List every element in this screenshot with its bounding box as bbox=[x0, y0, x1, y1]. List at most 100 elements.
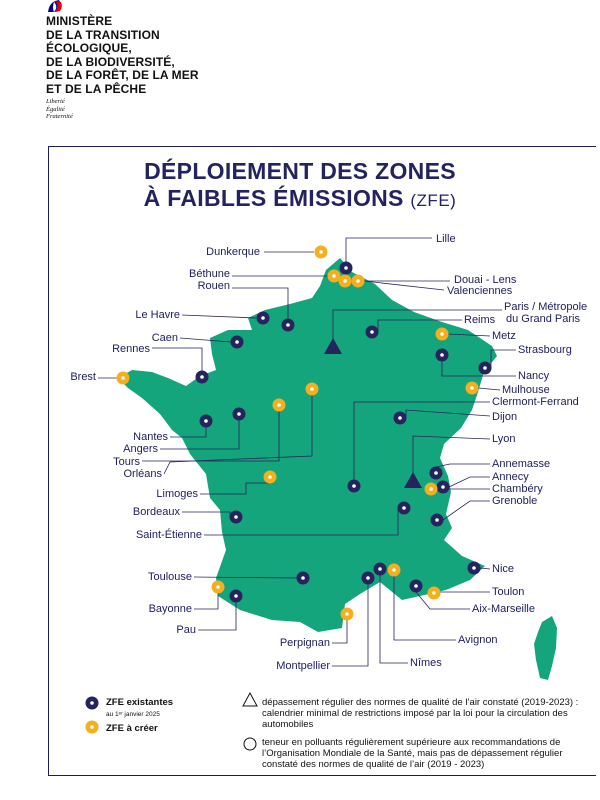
corsica bbox=[534, 616, 557, 680]
ministry-name: MINISTÈRE DE LA TRANSITION ÉCOLOGIQUE, D… bbox=[46, 14, 199, 96]
legend-to-create-marker-center bbox=[90, 725, 94, 729]
marker-nice-center bbox=[472, 566, 476, 570]
leader-caen bbox=[179, 337, 232, 343]
marker-nancy-center bbox=[440, 353, 444, 357]
marker-aix-marseille-center bbox=[414, 584, 418, 588]
marker-caen-center bbox=[235, 340, 239, 344]
marker-clermont-center bbox=[352, 484, 356, 488]
label-nimes: Nîmes bbox=[410, 657, 442, 669]
label-mulhouse: Mulhouse bbox=[502, 384, 550, 396]
legend-existing-marker-center bbox=[90, 701, 94, 705]
marker-nantes-center bbox=[204, 419, 208, 423]
label-montpellier: Montpellier bbox=[276, 660, 330, 672]
leader-metz bbox=[447, 333, 491, 337]
map-frame bbox=[48, 146, 596, 776]
leader-nancy bbox=[441, 361, 516, 377]
leader-bayonne bbox=[194, 593, 219, 610]
legend-to-create-label: ZFE à créer bbox=[106, 723, 158, 734]
marker-saint-etienne-center bbox=[402, 506, 406, 510]
label-strasbourg: Strasbourg bbox=[518, 344, 572, 356]
label-tours: Tours bbox=[113, 456, 140, 468]
leader-grenoble bbox=[442, 500, 490, 521]
leader-limoges bbox=[200, 482, 270, 495]
label-dijon: Dijon bbox=[492, 411, 518, 423]
leader-annemasse bbox=[435, 463, 490, 468]
label-brest: Brest bbox=[70, 371, 96, 383]
label-bayonne: Bayonne bbox=[148, 603, 192, 615]
marker-dijon-center bbox=[398, 416, 402, 420]
label-nice: Nice bbox=[492, 563, 515, 575]
map-title-sub: (ZFE) bbox=[410, 191, 457, 210]
marker-annecy-center bbox=[441, 485, 445, 489]
triangle-paris bbox=[324, 338, 342, 354]
label-rouen: Rouen bbox=[197, 280, 230, 292]
marker-mulhouse-center bbox=[470, 386, 474, 390]
label-paris-line2: du Grand Paris bbox=[506, 313, 580, 325]
leader-toulon bbox=[433, 591, 490, 599]
legend-circle-text: teneur en polluants régulièrement supéri… bbox=[262, 737, 563, 770]
leader-pau bbox=[198, 602, 237, 631]
leader-le-havre bbox=[181, 314, 257, 319]
leader-lyon bbox=[412, 435, 491, 481]
leader-strasbourg bbox=[490, 349, 516, 368]
label-pau: Pau bbox=[176, 624, 196, 636]
marker-dunkerque-center bbox=[319, 250, 323, 254]
legend-existing-sub: au 1ᵉʳ janvier 2025 bbox=[106, 711, 160, 718]
marker-metz-center bbox=[440, 332, 444, 336]
republic-motto: Liberté Égalité Fraternité bbox=[46, 98, 73, 120]
map-title-line2: À FAIBLES ÉMISSIONS (ZFE) bbox=[0, 185, 600, 214]
label-caen: Caen bbox=[151, 332, 178, 344]
leader-paris bbox=[332, 309, 502, 340]
leader-angers bbox=[160, 420, 240, 450]
leader-lille bbox=[345, 237, 432, 262]
label-aix-marseille: Aix-Marseille bbox=[472, 603, 535, 615]
label-perpignan: Perpignan bbox=[279, 637, 330, 649]
label-angers: Angers bbox=[123, 443, 158, 455]
marker-tours-center bbox=[277, 403, 281, 407]
label-paris-line1: Paris / Métropole bbox=[504, 301, 588, 313]
leader-dijon bbox=[405, 409, 491, 418]
france-mainland bbox=[118, 258, 497, 632]
label-bethune: Béthune bbox=[189, 268, 230, 280]
marker-nimes-center bbox=[378, 567, 382, 571]
leader-nimes bbox=[379, 575, 408, 664]
label-nancy: Nancy bbox=[518, 370, 550, 382]
marker-limoges-center bbox=[268, 475, 272, 479]
legend-triangle-text: dépassement régulier des normes de quali… bbox=[262, 697, 579, 730]
marker-avignon-center bbox=[392, 568, 396, 572]
map-title-line1: DÉPLOIEMENT DES ZONES bbox=[144, 158, 456, 184]
marker-bayonne-center bbox=[216, 585, 220, 589]
marker-chambery-center bbox=[429, 487, 433, 491]
marker-toulouse-center bbox=[301, 576, 305, 580]
leader-perpignan bbox=[332, 620, 348, 644]
legend-existing-label: ZFE existantes bbox=[106, 697, 174, 708]
triangle-lyon bbox=[404, 472, 422, 488]
marker-rouen-center bbox=[286, 323, 290, 327]
leader-clermont bbox=[353, 401, 490, 480]
marker-rennes-center bbox=[200, 375, 204, 379]
marker-bethune-center bbox=[332, 274, 336, 278]
label-avignon: Avignon bbox=[458, 634, 498, 646]
legend-existing: ZFE existantes au 1ᵉʳ janvier 2025 bbox=[106, 697, 173, 720]
marker-douai-lens-center bbox=[343, 279, 347, 283]
marker-annemasse-center bbox=[434, 471, 438, 475]
label-nantes: Nantes bbox=[133, 431, 168, 443]
label-saint-etienne: Saint-Étienne bbox=[135, 529, 202, 541]
label-valenciennes: Valenciennes bbox=[447, 285, 513, 297]
label-bordeaux: Bordeaux bbox=[132, 506, 180, 518]
label-annecy: Annecy bbox=[492, 471, 529, 483]
leader-nice bbox=[479, 567, 491, 570]
legend-triangle-icon bbox=[242, 691, 258, 707]
leader-montpellier bbox=[332, 584, 369, 667]
marker-brest-center bbox=[121, 376, 125, 380]
label-annemasse: Annemasse bbox=[492, 458, 551, 470]
marker-grenoble-center bbox=[435, 518, 439, 522]
republic-logo-icon bbox=[48, 0, 62, 12]
marker-orleans-center bbox=[310, 387, 314, 391]
leader-aix-marseille bbox=[415, 591, 470, 610]
map-title-main: À FAIBLES ÉMISSIONS bbox=[143, 185, 404, 211]
marker-reims-center bbox=[370, 330, 374, 334]
leader-toulouse bbox=[193, 576, 298, 579]
legend-circle-icon bbox=[243, 737, 257, 751]
marker-angers-center bbox=[237, 412, 241, 416]
